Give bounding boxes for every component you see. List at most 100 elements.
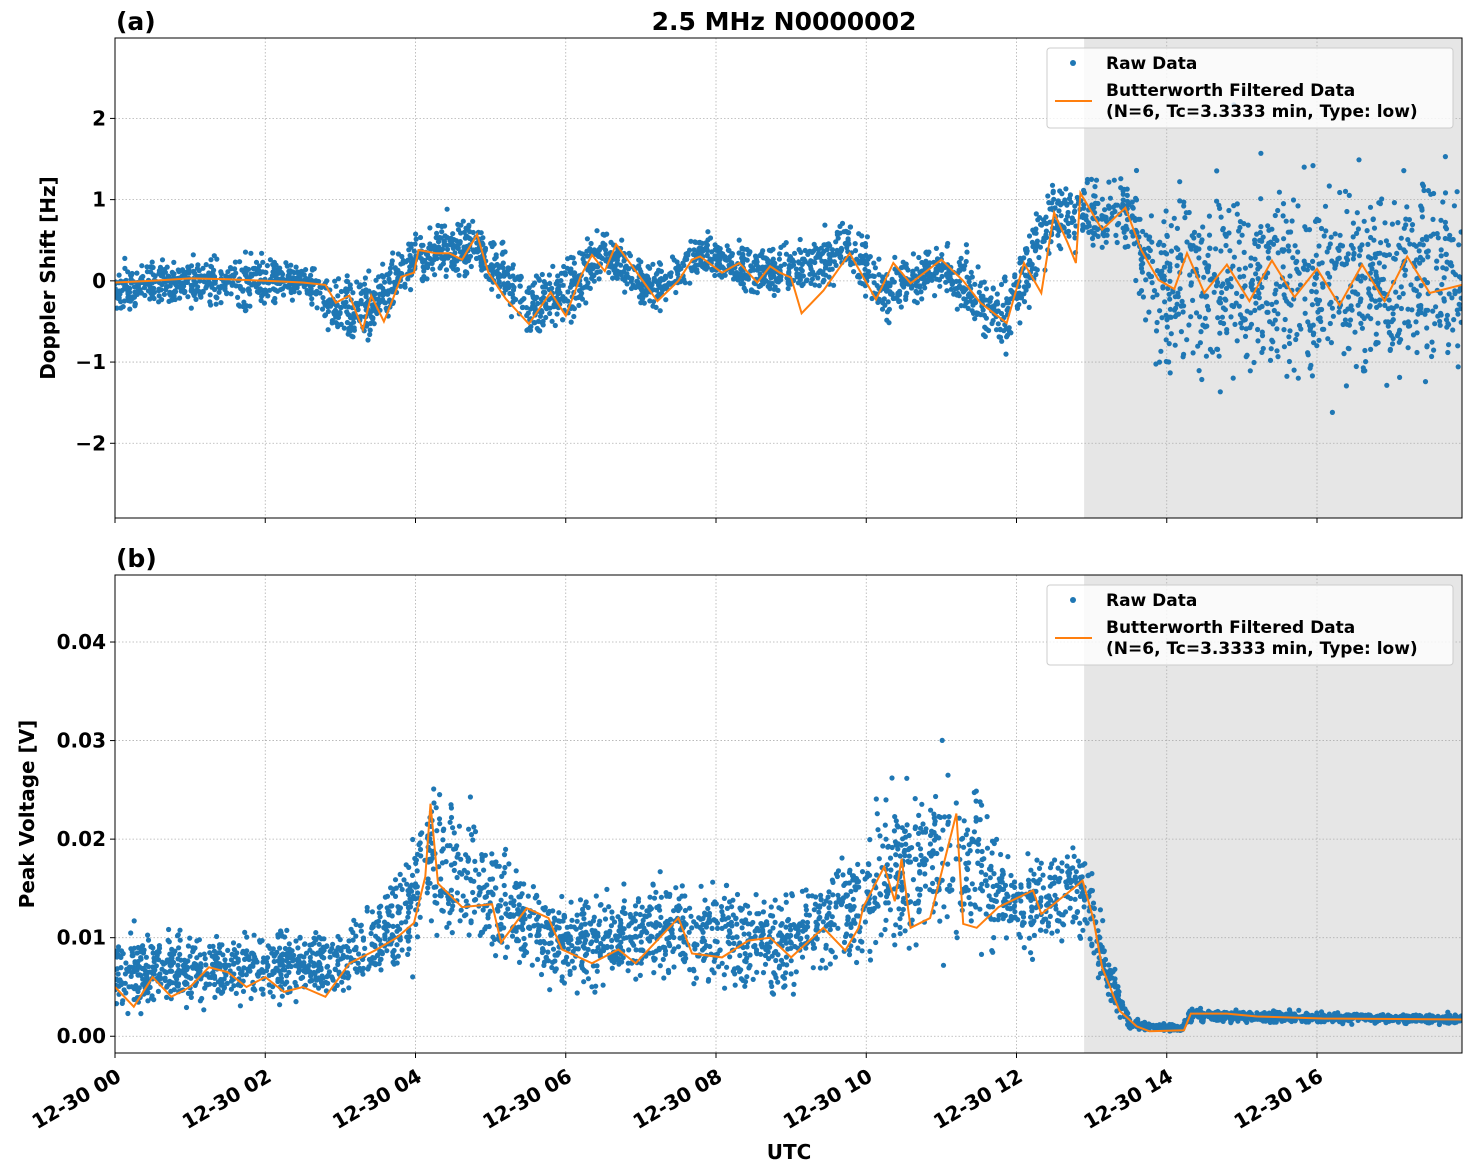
raw-data-point — [737, 250, 742, 255]
raw-data-point — [853, 241, 858, 246]
raw-data-point — [294, 265, 299, 270]
raw-data-point — [672, 257, 677, 262]
raw-data-point — [1247, 325, 1252, 330]
figure-title: 2.5 MHz N0000002 — [652, 7, 917, 36]
raw-data-point — [1112, 178, 1117, 183]
raw-data-point — [961, 845, 966, 850]
raw-data-point — [1290, 218, 1295, 223]
raw-data-point — [511, 262, 516, 267]
raw-data-point — [1116, 221, 1121, 226]
raw-data-point — [722, 986, 727, 991]
raw-data-point — [1411, 332, 1416, 337]
raw-data-point — [1253, 271, 1258, 276]
raw-data-point — [727, 954, 732, 959]
raw-data-point — [427, 256, 432, 261]
raw-data-point — [259, 251, 264, 256]
raw-data-point — [964, 259, 969, 264]
raw-data-point — [1382, 220, 1387, 225]
raw-data-point — [915, 300, 920, 305]
raw-data-point — [1093, 201, 1098, 206]
raw-data-point — [1219, 290, 1224, 295]
raw-data-point — [1250, 282, 1255, 287]
raw-data-point — [1327, 183, 1332, 188]
raw-data-point — [1045, 193, 1050, 198]
raw-data-point — [457, 273, 462, 278]
raw-data-point — [150, 260, 155, 265]
raw-data-point — [844, 922, 849, 927]
raw-data-point — [1372, 226, 1377, 231]
raw-data-point — [1368, 256, 1373, 261]
raw-data-point — [775, 980, 780, 985]
raw-data-point — [866, 269, 871, 274]
raw-data-point — [500, 240, 505, 245]
raw-data-point — [827, 256, 832, 261]
y-axis-label: Doppler Shift [Hz] — [36, 176, 60, 380]
raw-data-point — [452, 260, 457, 265]
raw-data-point — [1105, 233, 1110, 238]
raw-data-point — [1276, 250, 1281, 255]
raw-data-point — [815, 275, 820, 280]
raw-data-point — [1325, 249, 1330, 254]
raw-data-point — [1039, 223, 1044, 228]
raw-data-point — [550, 264, 555, 269]
raw-data-point — [868, 254, 873, 259]
raw-data-point — [980, 294, 985, 299]
raw-data-point — [343, 286, 348, 291]
raw-data-point — [1314, 253, 1319, 258]
raw-data-point — [700, 947, 705, 952]
raw-data-point — [1139, 288, 1144, 293]
raw-data-point — [1162, 265, 1167, 270]
raw-data-point — [1277, 284, 1282, 289]
raw-data-point — [988, 875, 993, 880]
raw-data-point — [1167, 265, 1172, 270]
raw-data-point — [1362, 219, 1367, 224]
raw-data-point — [603, 251, 608, 256]
raw-data-point — [663, 297, 668, 302]
raw-data-point — [945, 241, 950, 246]
raw-data-point — [434, 256, 439, 261]
raw-data-point — [650, 262, 655, 267]
raw-data-point — [244, 269, 249, 274]
raw-data-point — [753, 254, 758, 259]
raw-data-point — [940, 828, 945, 833]
raw-data-point — [490, 270, 495, 275]
raw-data-point — [692, 247, 697, 252]
raw-data-point — [803, 903, 808, 908]
raw-data-point — [1439, 282, 1444, 287]
raw-data-point — [1330, 410, 1335, 415]
raw-data-point — [1178, 286, 1183, 291]
raw-data-point — [1377, 303, 1382, 308]
raw-data-point — [1455, 343, 1460, 348]
raw-data-point — [1104, 240, 1109, 245]
raw-data-point — [254, 260, 259, 265]
raw-data-point — [1273, 213, 1278, 218]
raw-data-point — [382, 300, 387, 305]
raw-data-point — [1322, 233, 1327, 238]
raw-data-point — [1327, 274, 1332, 279]
raw-data-point — [634, 279, 639, 284]
raw-data-point — [1207, 233, 1212, 238]
raw-data-point — [1125, 244, 1130, 249]
raw-data-point — [880, 274, 885, 279]
raw-data-point — [536, 276, 541, 281]
raw-data-point — [1434, 259, 1439, 264]
raw-data-point — [1431, 348, 1436, 353]
raw-data-point — [1155, 320, 1160, 325]
raw-data-point — [978, 283, 983, 288]
raw-data-point — [1124, 227, 1129, 232]
raw-data-point — [1175, 226, 1180, 231]
raw-data-point — [252, 933, 257, 938]
raw-data-point — [820, 269, 825, 274]
raw-data-point — [202, 952, 207, 957]
raw-data-point — [328, 303, 333, 308]
raw-data-point — [851, 269, 856, 274]
raw-data-point — [506, 267, 511, 272]
raw-data-point — [290, 298, 295, 303]
raw-data-point — [1425, 280, 1430, 285]
raw-data-point — [1399, 284, 1404, 289]
raw-data-point — [638, 912, 643, 917]
raw-data-point — [1134, 168, 1139, 173]
raw-data-point — [1175, 263, 1180, 268]
raw-data-point — [1003, 352, 1008, 357]
raw-data-point — [1378, 240, 1383, 245]
